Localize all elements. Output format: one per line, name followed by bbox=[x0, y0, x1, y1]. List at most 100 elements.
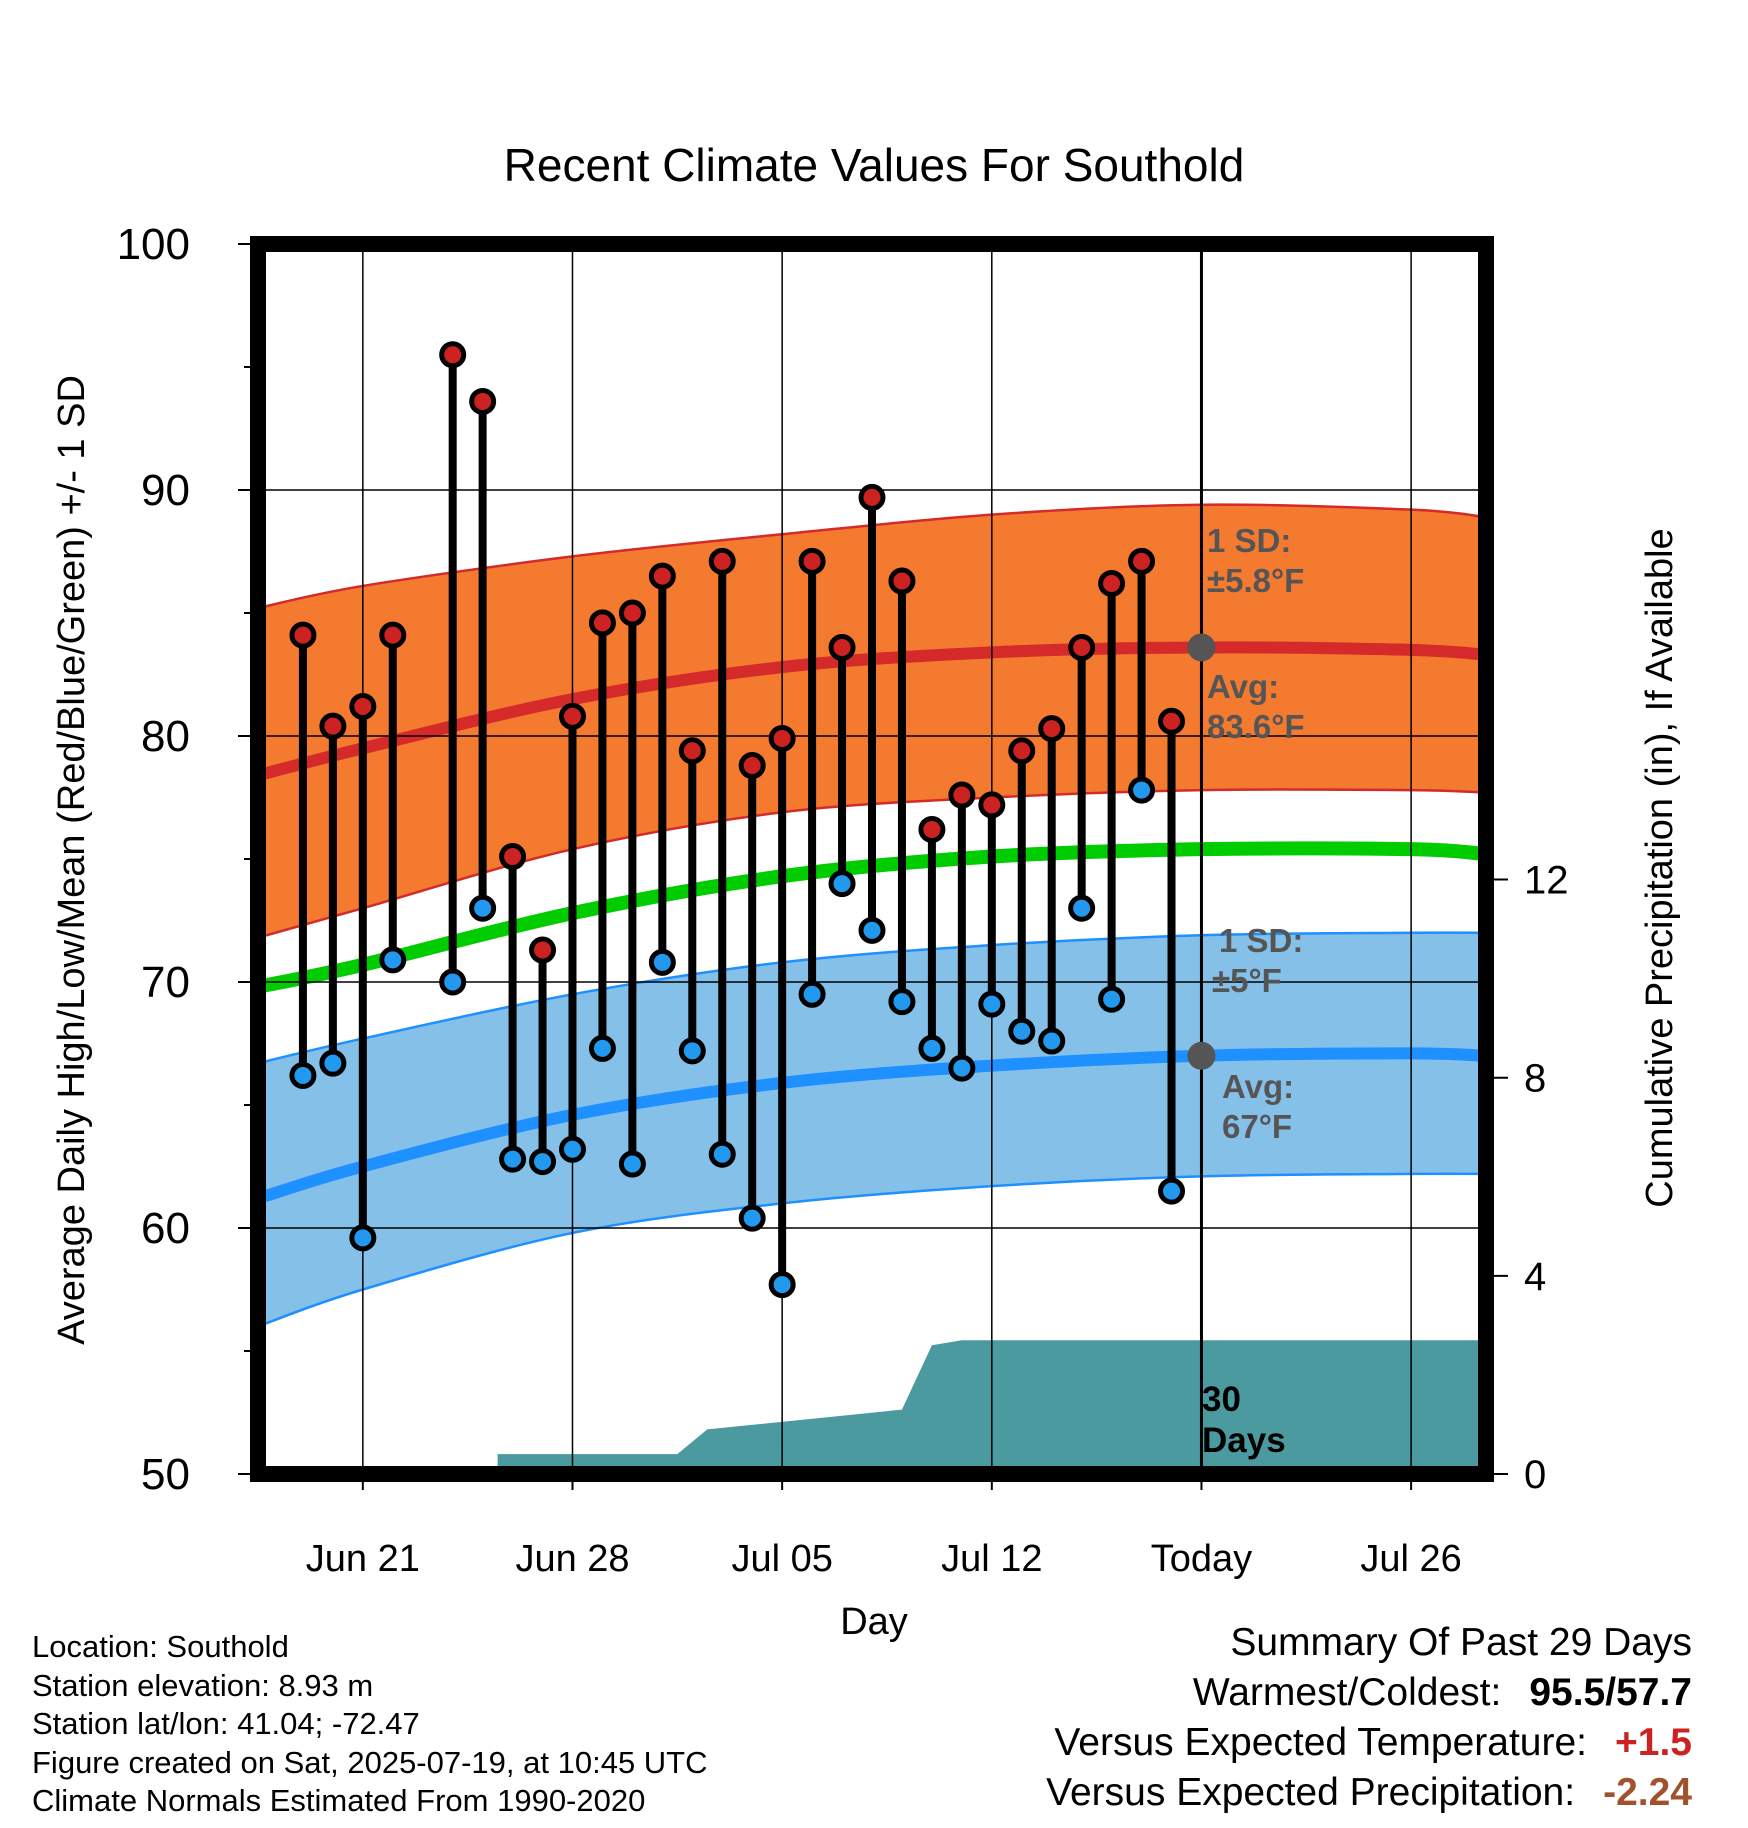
y-tick-label: 90 bbox=[141, 466, 190, 515]
observed-high-point bbox=[1098, 569, 1126, 597]
elevation-text: Station elevation: 8.93 m bbox=[32, 1667, 374, 1703]
observed-low-point bbox=[349, 1224, 377, 1252]
summary-heading: Summary Of Past 29 Days bbox=[1230, 1621, 1692, 1664]
y-tick-label: 80 bbox=[141, 712, 190, 761]
observed-low-point bbox=[439, 968, 467, 996]
observed-low-point bbox=[888, 988, 916, 1016]
y2-tick-label: 0 bbox=[1524, 1453, 1546, 1497]
temp-row: Versus Expected Temperature: +1.5 bbox=[1046, 1718, 1692, 1768]
observed-low-point bbox=[1098, 985, 1126, 1013]
created-text: Figure created on Sat, 2025-07-19, at 10… bbox=[32, 1744, 708, 1780]
y-tick-label: 70 bbox=[141, 958, 190, 1007]
high-sd-value: ±5.8°F bbox=[1207, 562, 1304, 599]
y2-tick-label: 8 bbox=[1524, 1057, 1546, 1101]
chart-title: Recent Climate Values For Southold bbox=[504, 139, 1245, 191]
low-avg-value: 67°F bbox=[1222, 1108, 1292, 1145]
observed-high-point bbox=[1128, 547, 1156, 575]
low-avg-label: Avg: bbox=[1222, 1068, 1294, 1105]
observed-high-point bbox=[948, 781, 976, 809]
warmest-coldest-value: 95.5/57.7 bbox=[1529, 1671, 1692, 1714]
observed-low-point bbox=[499, 1145, 527, 1173]
high-avg-label: Avg: bbox=[1207, 668, 1279, 705]
observed-high-point bbox=[618, 599, 646, 627]
today-high-avg-marker bbox=[1187, 633, 1216, 662]
observed-low-point bbox=[529, 1148, 557, 1176]
summary-panel: Summary Of Past 29 Days Warmest/Coldest:… bbox=[1046, 1618, 1692, 1818]
observed-low-point bbox=[1038, 1027, 1066, 1055]
observed-low-point bbox=[1008, 1017, 1036, 1045]
observed-low-point bbox=[289, 1061, 317, 1089]
observed-high-point bbox=[439, 341, 467, 369]
low-sd-value: ±5°F bbox=[1212, 962, 1282, 999]
x-tick-label: Jul 05 bbox=[731, 1538, 832, 1580]
observed-high-point bbox=[588, 609, 616, 637]
observed-high-point bbox=[678, 737, 706, 765]
observed-low-point bbox=[828, 870, 856, 898]
observed-high-point bbox=[1158, 707, 1186, 735]
observed-high-point bbox=[858, 483, 886, 511]
y-tick-label: 100 bbox=[117, 220, 190, 269]
observed-high-point bbox=[1008, 737, 1036, 765]
observed-low-point bbox=[678, 1037, 706, 1065]
observed-low-point bbox=[319, 1049, 347, 1077]
observed-low-point bbox=[1068, 894, 1096, 922]
observed-high-point bbox=[798, 547, 826, 575]
precip-row: Versus Expected Precipitation: -2.24 bbox=[1046, 1768, 1692, 1818]
observed-high-point bbox=[319, 712, 347, 740]
y-tick-label: 60 bbox=[141, 1204, 190, 1253]
precip-label: Versus Expected Precipitation: bbox=[1046, 1771, 1576, 1814]
observed-high-point bbox=[828, 633, 856, 661]
precip-value: -2.24 bbox=[1603, 1771, 1692, 1814]
observed-high-point bbox=[1038, 715, 1066, 743]
observed-low-point bbox=[469, 894, 497, 922]
observed-low-point bbox=[738, 1204, 766, 1232]
warmest-coldest-label: Warmest/Coldest: bbox=[1192, 1671, 1502, 1714]
observed-low-point bbox=[1158, 1177, 1186, 1205]
observed-high-point bbox=[289, 621, 317, 649]
observed-high-point bbox=[349, 692, 377, 720]
observed-high-point bbox=[918, 815, 946, 843]
observed-low-point bbox=[618, 1150, 646, 1178]
observed-low-point bbox=[558, 1135, 586, 1163]
observed-low-point bbox=[648, 948, 676, 976]
station-info: Location: Southold Station elevation: 8.… bbox=[32, 1628, 708, 1821]
low-avg-line bbox=[258, 1047, 1486, 1205]
observed-low-point bbox=[1128, 776, 1156, 804]
x-tick-label: Jun 21 bbox=[306, 1538, 420, 1580]
observed-high-point bbox=[768, 724, 796, 752]
y-tick-label: 50 bbox=[141, 1450, 190, 1499]
low-sd-band bbox=[258, 931, 1486, 1328]
y-axis-label-right: Cumulative Precipitation (in), If Availa… bbox=[1639, 528, 1681, 1207]
observed-high-point bbox=[1068, 633, 1096, 661]
y2-tick-label: 4 bbox=[1524, 1255, 1546, 1299]
high-sd-label: 1 SD: bbox=[1207, 522, 1291, 559]
y-axis-label-left: Average Daily High/Low/Mean (Red/Blue/Gr… bbox=[51, 375, 93, 1345]
normals-text: Climate Normals Estimated From 1990-2020 bbox=[32, 1783, 646, 1818]
temp-label: Versus Expected Temperature: bbox=[1054, 1721, 1587, 1764]
observed-high-point bbox=[469, 387, 497, 415]
temp-value: +1.5 bbox=[1615, 1721, 1692, 1764]
days-label-number: 30 bbox=[1202, 1380, 1241, 1419]
x-tick-label: Jul 12 bbox=[941, 1538, 1042, 1580]
x-axis-label: Day bbox=[840, 1601, 908, 1643]
observed-high-point bbox=[978, 791, 1006, 819]
latlon-text: Station lat/lon: 41.04; -72.47 bbox=[32, 1706, 420, 1741]
observed-low-point bbox=[978, 990, 1006, 1018]
observed-high-point bbox=[648, 562, 676, 590]
observed-low-point bbox=[858, 916, 886, 944]
observed-low-point bbox=[798, 980, 826, 1008]
observed-high-point bbox=[888, 567, 916, 595]
days-label-unit: Days bbox=[1202, 1421, 1286, 1460]
observed-high-point bbox=[529, 936, 557, 964]
observed-high-point bbox=[379, 621, 407, 649]
observed-high-point bbox=[738, 752, 766, 780]
observed-high-point bbox=[708, 547, 736, 575]
low-sd-label: 1 SD: bbox=[1219, 922, 1303, 959]
observed-low-point bbox=[379, 946, 407, 974]
observed-high-point bbox=[499, 843, 527, 871]
x-tick-label: Jun 28 bbox=[515, 1538, 629, 1580]
today-low-avg-marker bbox=[1187, 1041, 1216, 1070]
x-tick-label: Jul 26 bbox=[1360, 1538, 1461, 1580]
